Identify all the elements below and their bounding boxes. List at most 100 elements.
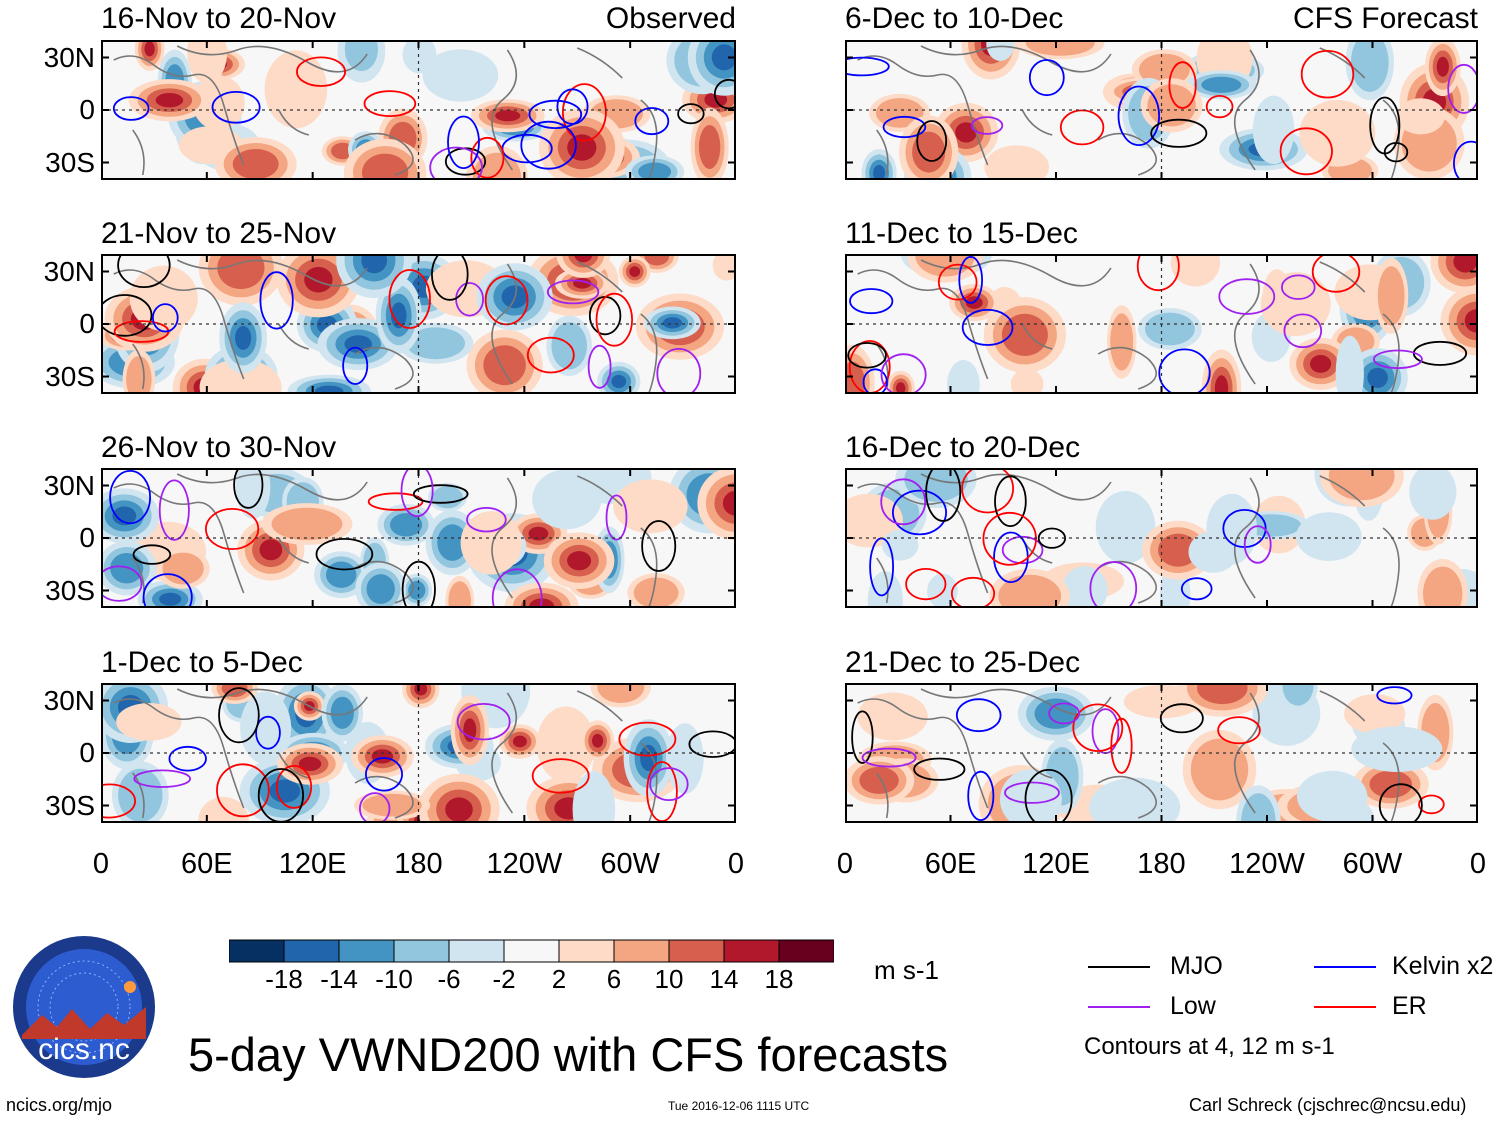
- anomaly-shading: [998, 574, 1062, 608]
- observed-tag: Observed: [605, 2, 736, 35]
- filter-contour: [520, 120, 577, 170]
- anomaly-shading: [362, 793, 422, 817]
- filter-contour: [937, 263, 978, 301]
- filter-contour: [447, 115, 480, 169]
- footer-author: Carl Schreck (cjschrec@ncsu.edu): [1189, 1095, 1467, 1115]
- colorbar-tick-label: -10: [375, 964, 413, 994]
- colorbar-segment: [283, 939, 340, 963]
- anomaly-shading: [712, 254, 736, 281]
- filter-contour: [132, 544, 172, 565]
- legend-mjo-line: [1088, 966, 1150, 968]
- anomaly-shading: [1297, 770, 1368, 822]
- anomaly-shading: [192, 75, 245, 131]
- filter-contour: [605, 494, 628, 541]
- filter-contour: [1004, 781, 1060, 804]
- colorbar-tick-label: -2: [492, 964, 516, 994]
- anomaly-shading: [1095, 490, 1156, 564]
- filter-contour: [491, 568, 543, 608]
- figure-title: 5-day VWND200 with CFS forecasts: [188, 1028, 949, 1081]
- filter-contour: [101, 783, 136, 819]
- anomaly-shading: [1062, 566, 1108, 608]
- colorbar-tick-label: 18: [764, 964, 794, 994]
- anomaly-shading: [198, 796, 249, 823]
- filter-contour: [233, 468, 264, 509]
- legend-er-label: ER: [1392, 992, 1427, 1020]
- filter-contour: [925, 468, 962, 522]
- anomaly-shading: [567, 551, 592, 571]
- anomaly-shading: [1089, 777, 1181, 823]
- lat-label: 30N: [43, 41, 95, 73]
- anomaly-shading: [711, 44, 736, 71]
- anomaly-shading: [1299, 99, 1376, 167]
- anomaly-shading: [1282, 683, 1314, 706]
- anomaly-shading: [633, 577, 679, 608]
- filter-contour: [882, 115, 927, 139]
- filter-contour: [363, 90, 417, 117]
- anomaly-shading: [1464, 309, 1478, 333]
- anomaly-shading: [129, 265, 198, 331]
- lat-label: 0: [79, 737, 95, 768]
- map-panel: [101, 468, 736, 608]
- filter-contour: [1117, 85, 1160, 147]
- forecast-tag: CFS Forecast: [1292, 2, 1478, 35]
- lat-label: 0: [79, 94, 95, 125]
- legend-mjo-label: MJO: [1170, 952, 1223, 980]
- filter-contour: [561, 83, 607, 142]
- anomaly-shading: [698, 125, 721, 169]
- filter-contour: [456, 703, 511, 741]
- filter-contour: [1376, 686, 1413, 705]
- lon-label: 0: [1469, 848, 1487, 880]
- anomaly-shading: [126, 356, 152, 394]
- filter-contour: [641, 520, 677, 572]
- anomaly-shading: [495, 110, 521, 122]
- anomaly-shading: [390, 302, 407, 329]
- anomaly-shading: [390, 513, 423, 537]
- filter-contour: [847, 342, 887, 369]
- anomaly-shading: [1350, 40, 1389, 92]
- panel-title: 1-Dec to 5-Dec: [101, 646, 303, 679]
- filter-contour: [1089, 561, 1138, 608]
- panel-title: 16-Dec to 20-Dec: [845, 431, 1081, 464]
- filter-contour: [528, 99, 583, 130]
- coastlines: [857, 473, 1400, 608]
- filter-contour: [950, 576, 996, 608]
- lat-label: 30N: [43, 684, 95, 716]
- lon-label: 120W: [486, 848, 563, 880]
- filter-contour: [1279, 127, 1333, 176]
- anomaly-shading: [1025, 40, 1095, 56]
- filter-contour: [849, 288, 894, 315]
- lon-label: 0: [92, 848, 110, 880]
- coastlines: [113, 259, 658, 394]
- filter-contour: [634, 107, 670, 136]
- filter-contour: [546, 279, 600, 305]
- filter-contour: [880, 353, 927, 394]
- anomaly-shading: [873, 165, 886, 180]
- filter-contour: [1205, 94, 1234, 119]
- coastlines: [857, 45, 1400, 180]
- lon-label: 120E: [1022, 848, 1090, 880]
- filter-contour: [342, 346, 369, 385]
- filter-contour: [677, 103, 705, 125]
- filter-contour: [1373, 349, 1423, 370]
- filter-contour: [1037, 527, 1066, 549]
- legend-er-line: [1314, 1006, 1376, 1008]
- lon-label: 180: [394, 848, 443, 880]
- anomaly-shading: [118, 768, 163, 822]
- colorbar-segment: [393, 939, 450, 963]
- filter-contour: [531, 758, 590, 794]
- anomaly-shading: [445, 797, 473, 822]
- anomaly-shading: [1252, 95, 1295, 164]
- anomaly-shading: [437, 524, 468, 561]
- filter-contour: [1001, 535, 1044, 565]
- anomaly-shading: [315, 385, 344, 394]
- anomaly-shading: [867, 571, 903, 608]
- anomaly-shading: [722, 490, 736, 516]
- anomaly-shading: [422, 49, 499, 102]
- panel-title: 11-Dec to 15-Dec: [845, 217, 1078, 250]
- filter-contour: [158, 479, 190, 541]
- anomaly-shading: [1001, 313, 1048, 356]
- anomaly-shading: [1214, 375, 1229, 394]
- filter-contour: [152, 303, 179, 333]
- filter-contour: [1378, 783, 1423, 823]
- filter-contour: [1383, 142, 1409, 163]
